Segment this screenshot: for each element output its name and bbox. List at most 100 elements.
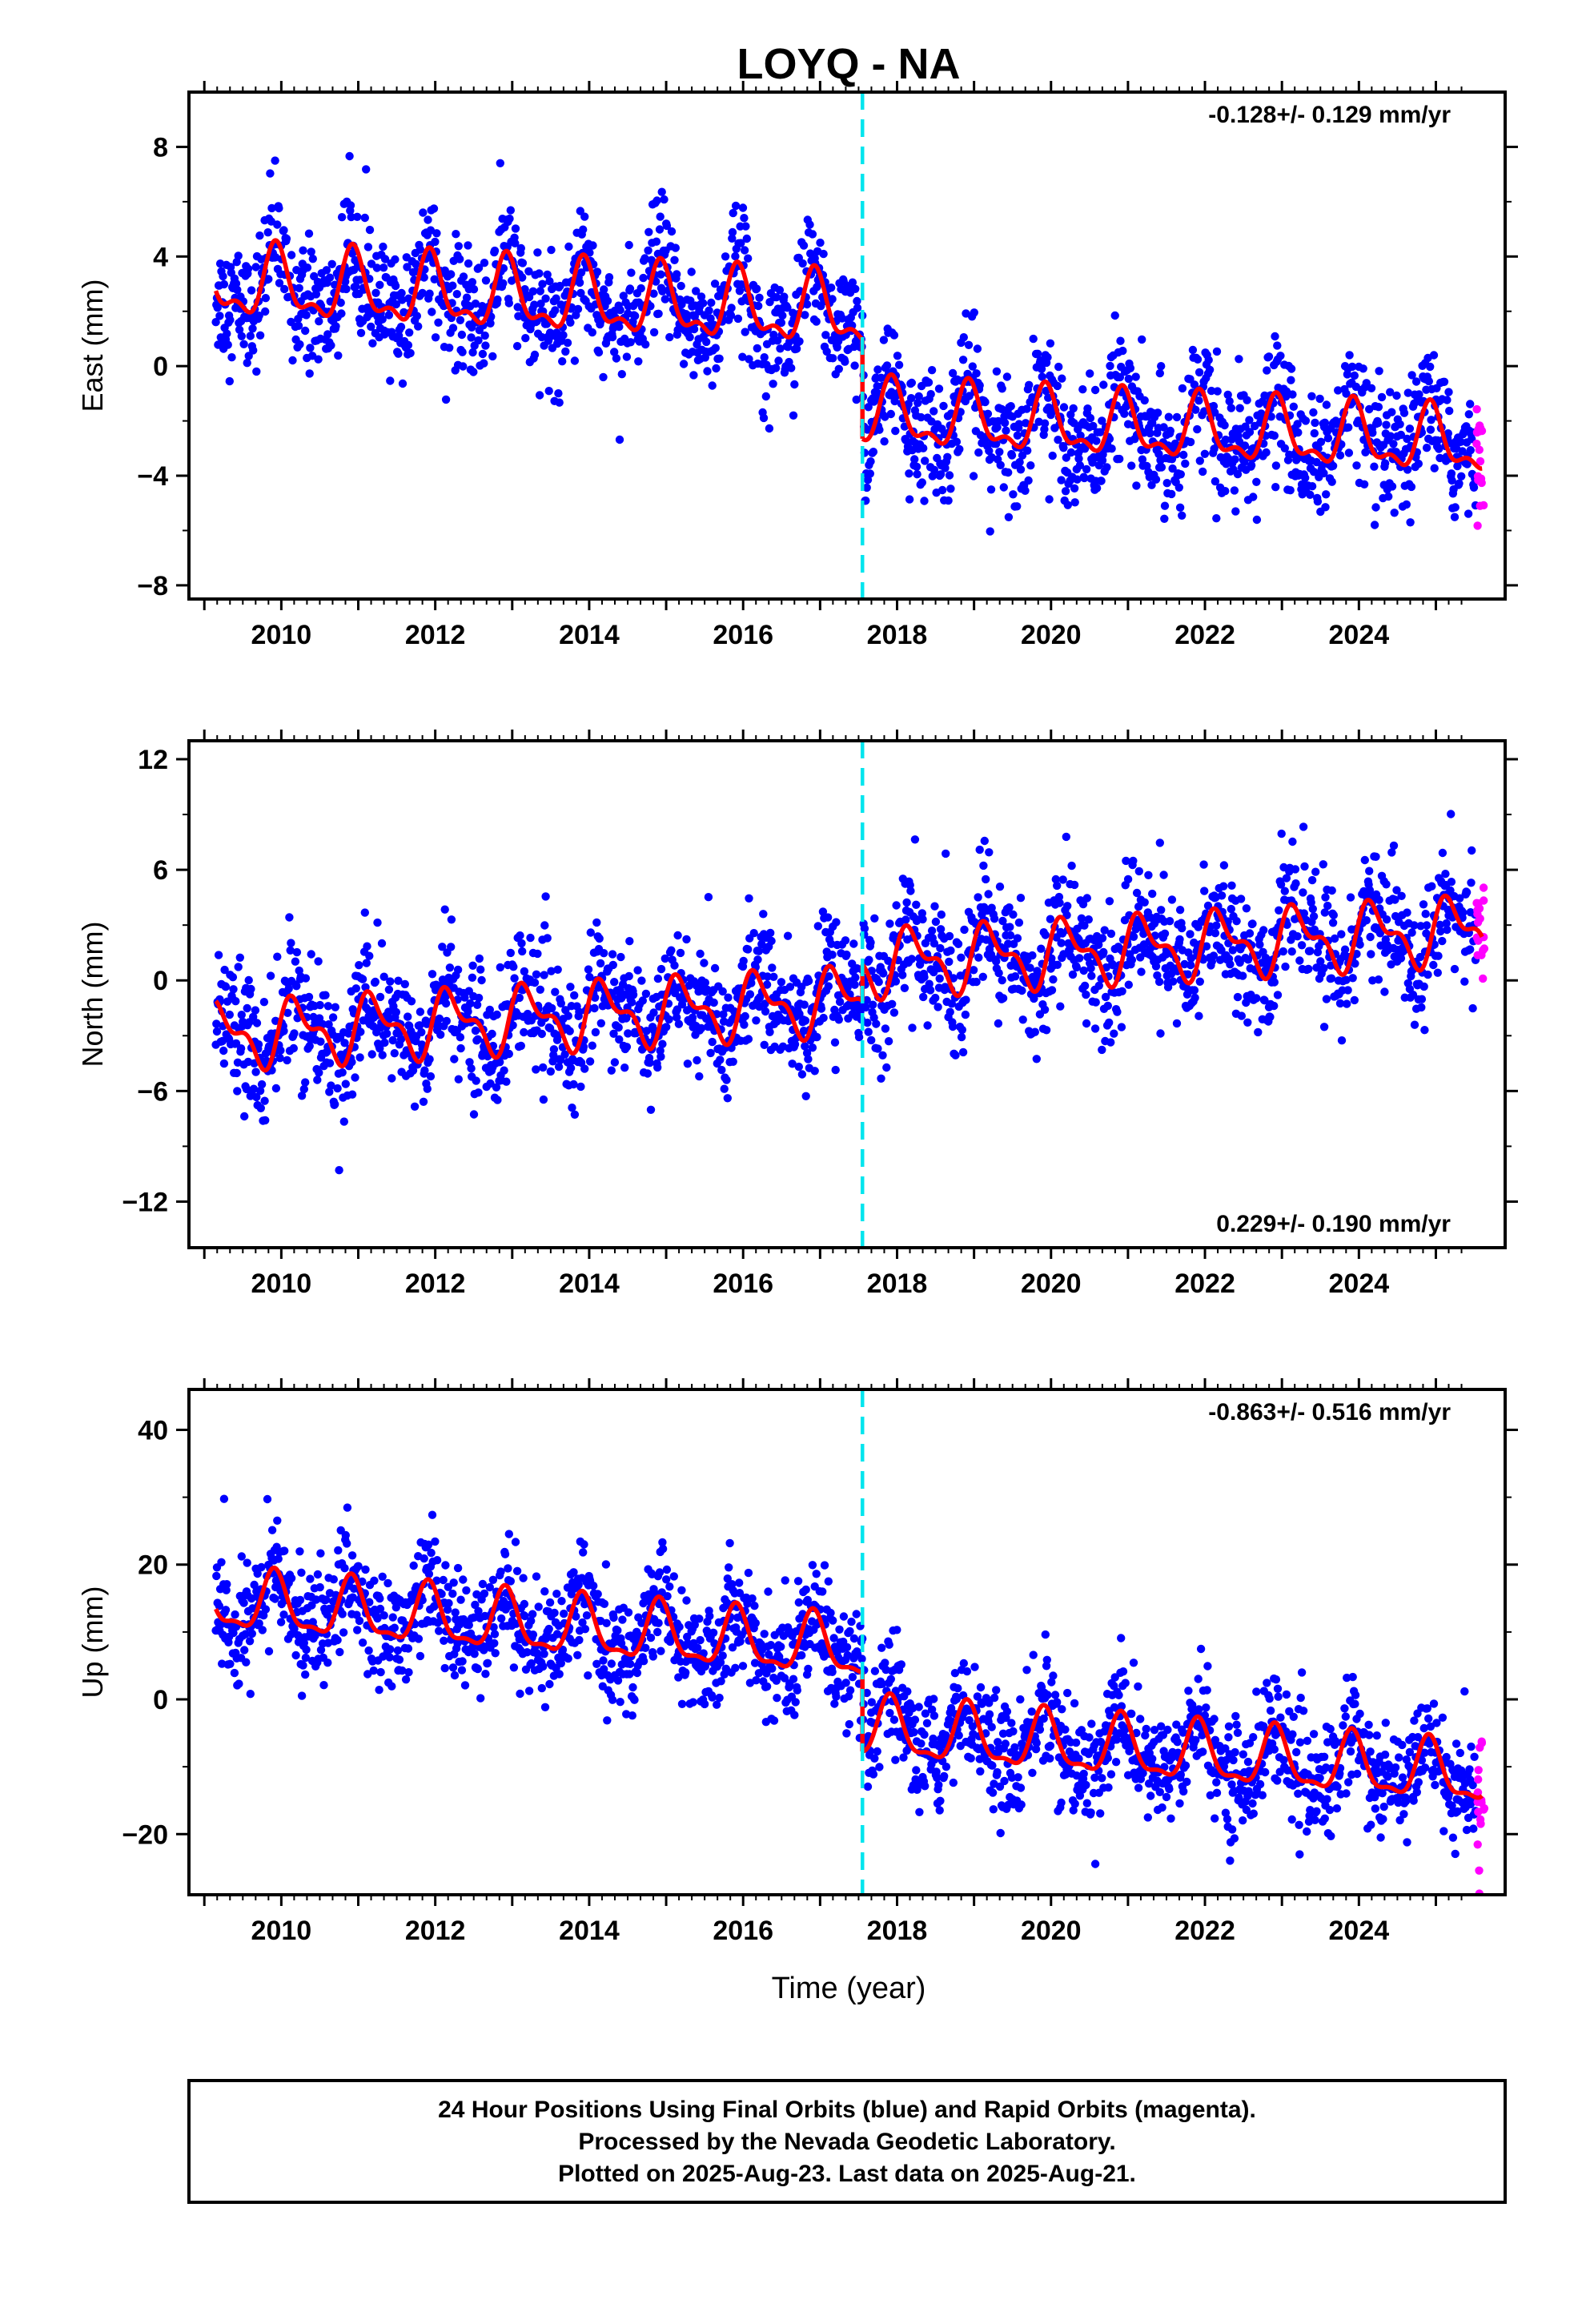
- data-point: [575, 278, 584, 287]
- data-point: [1370, 462, 1379, 471]
- data-point: [266, 169, 275, 178]
- data-point: [1153, 408, 1162, 417]
- data-point: [1300, 862, 1309, 871]
- data-point: [1195, 396, 1203, 405]
- data-point: [1030, 1027, 1040, 1036]
- data-point: [1447, 810, 1456, 818]
- data-point: [1307, 482, 1317, 491]
- data-point: [311, 290, 321, 299]
- data-point: [864, 1027, 873, 1036]
- data-point: [983, 409, 993, 418]
- data-point: [1066, 448, 1076, 457]
- data-point: [325, 273, 335, 282]
- data-point: [545, 277, 554, 286]
- data-point: [299, 1661, 307, 1670]
- data-point: [580, 1064, 589, 1073]
- data-point: [1084, 915, 1094, 924]
- data-point: [248, 324, 257, 333]
- data-point: [445, 963, 455, 972]
- data-point: [520, 1027, 528, 1037]
- data-point: [749, 929, 758, 938]
- data-point: [673, 931, 682, 940]
- data-point: [548, 1003, 556, 1013]
- data-point: [794, 1062, 803, 1072]
- data-point: [1350, 371, 1359, 380]
- data-point: [1243, 1018, 1252, 1027]
- data-point: [740, 1020, 749, 1029]
- data-point: [1371, 852, 1380, 862]
- data-point: [499, 279, 508, 287]
- data-point: [246, 1690, 255, 1699]
- data-point: [259, 998, 269, 1007]
- data-point: [1287, 376, 1295, 384]
- data-point: [435, 1014, 444, 1023]
- data-point: [377, 939, 387, 948]
- data-point: [1427, 416, 1435, 424]
- data-point: [1411, 377, 1421, 386]
- data-point: [1389, 841, 1399, 850]
- data-point: [1374, 419, 1383, 428]
- data-point: [712, 364, 721, 373]
- data-point: [783, 931, 793, 940]
- data-point: [363, 942, 371, 951]
- data-point: [1105, 434, 1114, 444]
- data-point: [994, 1019, 1003, 1028]
- data-point: [1402, 500, 1411, 509]
- data-point: [1190, 986, 1199, 995]
- data-point: [419, 1097, 428, 1107]
- data-point: [1320, 418, 1330, 427]
- data-point: [252, 367, 261, 376]
- data-point: [1069, 404, 1078, 413]
- data-point: [1193, 424, 1202, 434]
- data-point: [1466, 945, 1475, 954]
- data-point: [1307, 875, 1317, 885]
- data-point: [863, 1018, 872, 1027]
- data-point: [1270, 431, 1279, 440]
- data-point: [722, 1076, 731, 1084]
- data-point: [404, 340, 413, 350]
- data-point: [271, 1594, 279, 1603]
- data-point: [1075, 461, 1085, 470]
- data-point: [612, 354, 621, 363]
- data-point: [564, 242, 573, 251]
- data-point: [783, 304, 792, 312]
- data-point: [432, 229, 441, 238]
- data-point: [689, 371, 698, 380]
- data-point: [1466, 446, 1476, 455]
- data-point: [625, 284, 635, 293]
- data-point: [1419, 900, 1428, 909]
- data-point: [445, 344, 454, 352]
- data-point: [1438, 848, 1447, 858]
- data-point: [566, 318, 575, 327]
- data-point: [367, 322, 375, 332]
- data-point: [1311, 418, 1319, 428]
- data-point: [516, 931, 524, 940]
- data-point: [566, 1063, 576, 1072]
- data-point: [817, 1004, 826, 1013]
- data-point: [347, 1090, 357, 1099]
- data-point: [943, 452, 952, 461]
- data-point: [367, 1050, 376, 1059]
- data-point: [998, 975, 1006, 985]
- data-point: [464, 259, 473, 268]
- data-point: [1464, 509, 1473, 518]
- data-point: [905, 469, 913, 478]
- data-point: [761, 392, 770, 401]
- data-point: [302, 311, 311, 320]
- data-point: [1355, 940, 1364, 949]
- data-point: [1162, 479, 1171, 488]
- data-point: [551, 306, 560, 315]
- data-point: [893, 352, 902, 360]
- data-point: [431, 333, 440, 342]
- data-point: [504, 1049, 513, 1059]
- data-point: [1327, 974, 1336, 983]
- data-point: [1186, 930, 1195, 939]
- data-point: [827, 283, 836, 292]
- data-point: [939, 401, 948, 411]
- data-point: [244, 352, 253, 360]
- data-point: [1462, 888, 1472, 897]
- data-point: [273, 1516, 282, 1526]
- data-point: [1375, 367, 1383, 376]
- data-point: [533, 949, 542, 959]
- data-point: [1422, 444, 1431, 452]
